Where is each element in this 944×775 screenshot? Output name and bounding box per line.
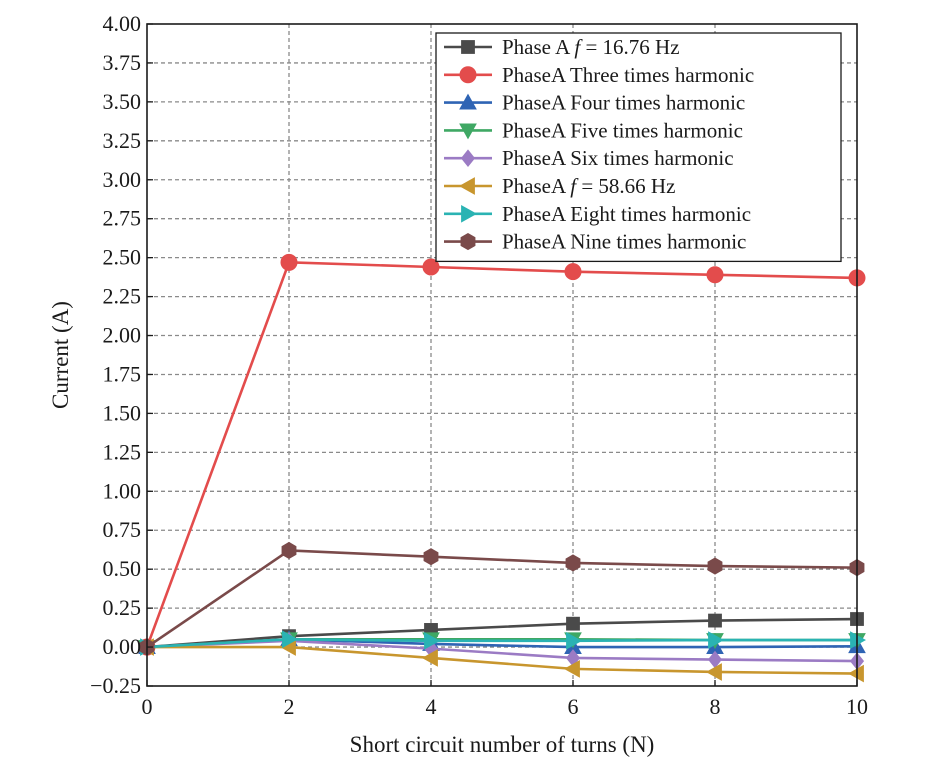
legend-label: PhaseA Six times harmonic [502, 146, 734, 170]
legend-label-main: PhaseA Nine times harmonic [502, 230, 746, 254]
data-point [280, 253, 298, 271]
legend-entry: PhaseA Five times harmonic [444, 118, 743, 142]
legend-label: PhaseA Five times harmonic [502, 118, 743, 142]
y-tick-label: 1.25 [103, 439, 142, 464]
legend-entry: PhaseA f = 58.66 Hz [444, 174, 675, 198]
y-tick-label: 4.00 [103, 11, 142, 36]
legend-label: Phase A f = 16.76 Hz [502, 35, 680, 59]
y-tick-label: 2.00 [103, 323, 142, 348]
data-point [423, 548, 439, 566]
legend-label: PhaseA Three times harmonic [502, 63, 754, 87]
y-tick-label: 3.00 [103, 167, 142, 192]
series-2 [138, 253, 866, 656]
legend-entry: Phase A f = 16.76 Hz [444, 35, 680, 59]
legend-marker [460, 233, 476, 251]
data-point [421, 649, 438, 667]
legend-box [435, 32, 842, 263]
y-tick-label: −0.25 [90, 673, 141, 698]
data-point [706, 266, 724, 284]
series-line [146, 549, 858, 649]
series-7 [140, 630, 867, 656]
legend-label-rest: = 16.76 Hz [580, 35, 679, 59]
legend: Phase A f = 16.76 Hz PhaseA Three times h… [435, 32, 842, 263]
y-tick-label: 1.00 [103, 478, 142, 503]
legend-label-main: PhaseA Eight times harmonic [502, 202, 751, 226]
data-point [708, 613, 722, 628]
legend-label-main: PhaseA [502, 174, 570, 198]
legend-label-italic: f [570, 174, 579, 198]
legend-marker [458, 177, 475, 195]
y-tick-label: 0.50 [103, 556, 142, 581]
legend-marker [459, 66, 477, 84]
data-series [137, 253, 867, 683]
data-point [708, 631, 725, 649]
x-tick-label: 0 [142, 694, 153, 719]
legend-entry: PhaseA Four times harmonic [444, 91, 745, 115]
legend-marker [461, 40, 475, 54]
x-tick-label: 4 [426, 694, 437, 719]
legend-entry: PhaseA Six times harmonic [444, 146, 734, 170]
series-line [146, 639, 858, 663]
legend-marker [459, 123, 477, 140]
legend-label-italic: f [574, 35, 583, 59]
y-tick-label: 2.50 [103, 245, 142, 270]
y-tick-label: 2.25 [103, 284, 142, 309]
data-point [422, 258, 440, 276]
data-point [566, 616, 580, 631]
legend-entry: PhaseA Nine times harmonic [444, 230, 746, 254]
legend-entry: PhaseA Eight times harmonic [444, 202, 751, 226]
y-tick-label: 3.50 [103, 89, 142, 114]
series-line [146, 637, 857, 649]
y-tick-label: 0.25 [103, 595, 142, 620]
series-line [147, 645, 858, 675]
series-8 [139, 541, 865, 656]
data-point [705, 663, 722, 681]
y-tick-label: 0.00 [103, 634, 142, 659]
y-axis-label: Current (A) [48, 301, 73, 409]
data-point [424, 631, 441, 650]
x-tick-label: 2 [284, 694, 295, 719]
data-point [707, 557, 723, 575]
y-tick-label: 1.50 [103, 400, 142, 425]
data-point [566, 631, 583, 650]
y-tick-label: 1.75 [103, 361, 142, 386]
data-point [563, 660, 580, 678]
series-line [146, 617, 858, 649]
x-tick-label: 8 [710, 694, 721, 719]
data-point [565, 554, 581, 572]
legend-label-main: PhaseA Five times harmonic [502, 118, 743, 142]
legend-label-main: Phase A [502, 35, 574, 59]
data-point [282, 630, 299, 649]
y-tick-label: 2.75 [103, 206, 142, 231]
axis-ticks: 0 2 4 6 8 10 4.00 3.75 3.50 3.25 3.00 2.75 2.50 2.25 2… [90, 11, 868, 719]
series-4 [138, 632, 866, 657]
x-axis-label: Short circuit number of turns (N) [350, 732, 655, 757]
plot-frame [146, 23, 858, 687]
legend-label: PhaseA Eight times harmonic [502, 202, 751, 226]
y-tick-label: 0.75 [103, 517, 142, 542]
legend-label-main: PhaseA Three times harmonic [502, 63, 754, 87]
y-tick-label: 3.25 [103, 128, 142, 153]
x-tick-label: 10 [846, 694, 868, 719]
y-tick-label: 3.75 [103, 50, 142, 75]
data-point [564, 263, 582, 281]
legend-label-main: PhaseA Six times harmonic [502, 146, 734, 170]
legend-marker [461, 204, 478, 223]
legend-label-rest: = 58.66 Hz [576, 174, 675, 198]
legend-label: PhaseA Four times harmonic [502, 91, 745, 115]
legend-marker [459, 93, 477, 110]
legend-label-main: PhaseA Four times harmonic [502, 91, 745, 115]
x-tick-label: 6 [568, 694, 579, 719]
series-line [145, 260, 858, 648]
legend-label: PhaseA f = 58.66 Hz [502, 174, 675, 198]
data-point [281, 541, 297, 560]
legend-label: PhaseA Nine times harmonic [502, 230, 746, 254]
legend-marker [460, 149, 476, 168]
legend-entry: PhaseA Three times harmonic [444, 63, 754, 87]
